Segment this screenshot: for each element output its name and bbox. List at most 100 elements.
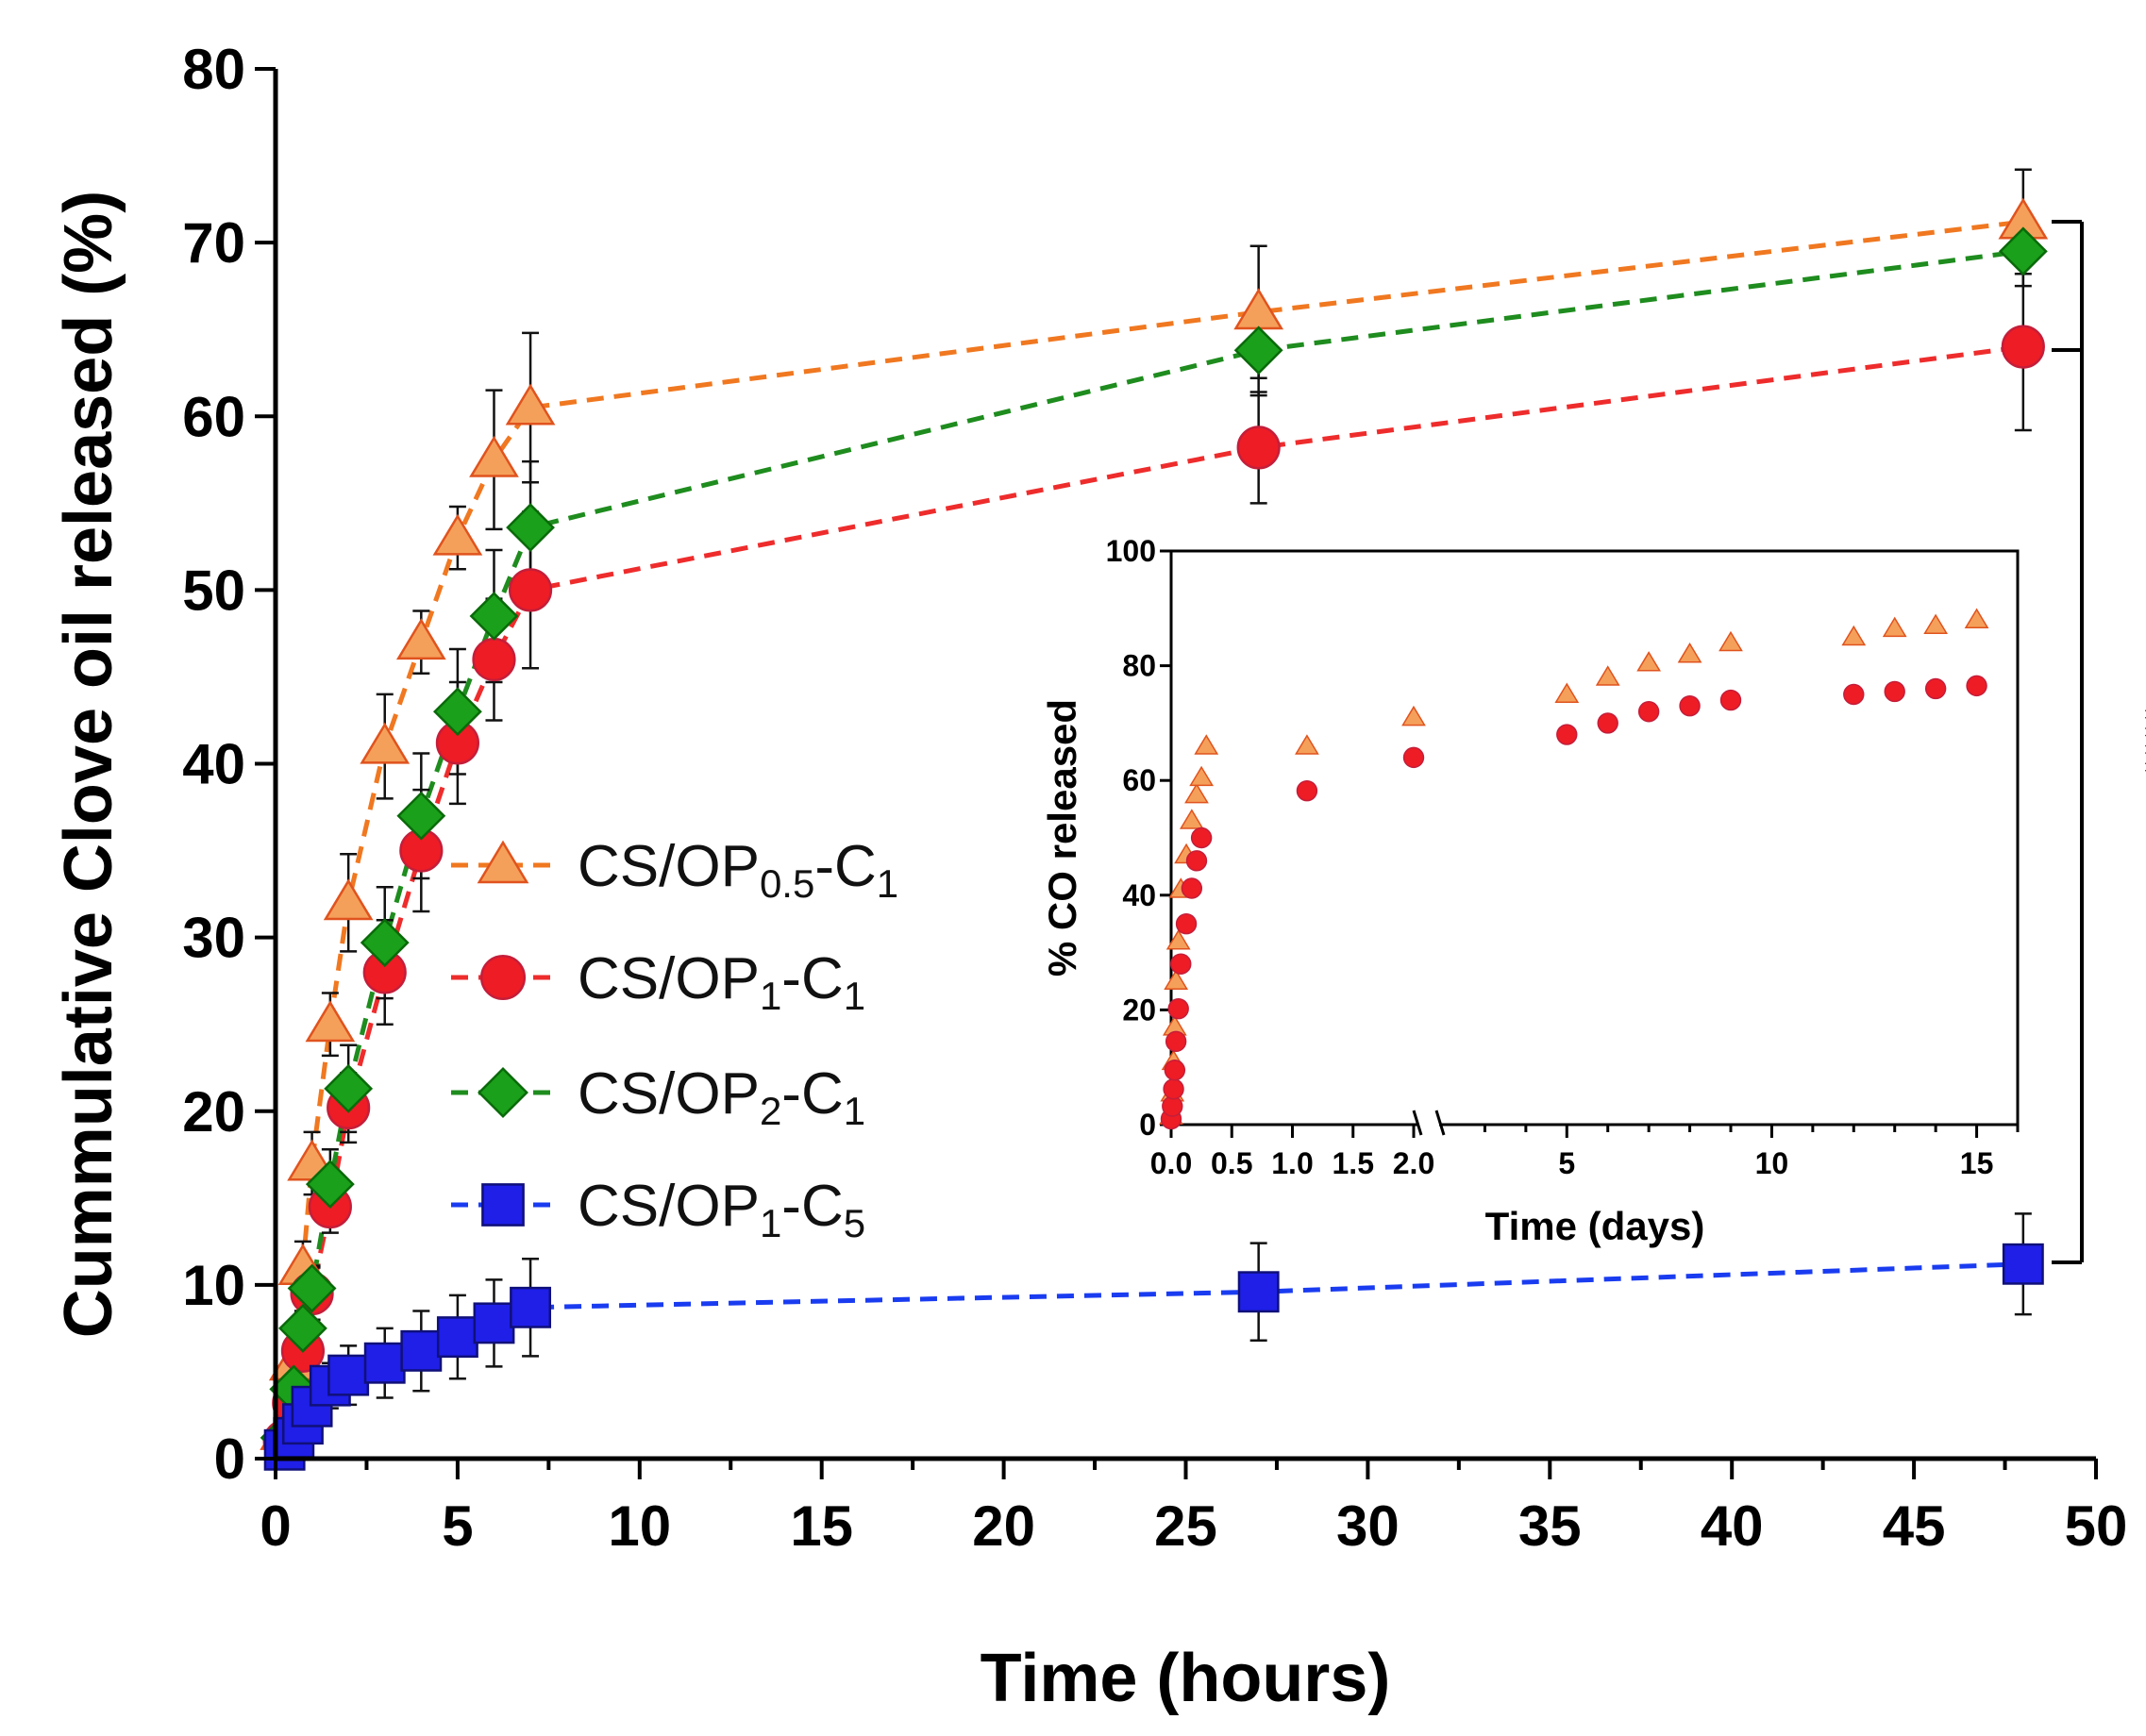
- inset-data-point-circle: [1843, 683, 1865, 706]
- legend-label: CS/OP0.5-C1: [578, 834, 898, 906]
- inset-data-point-circle: [1165, 1030, 1187, 1053]
- significance-bracket: ****: [2052, 220, 2146, 1264]
- inset-data-point-circle: [1181, 877, 1203, 899]
- data-point-diamond: [1233, 326, 1283, 376]
- data-point-square: [473, 1302, 515, 1344]
- main-x-tick-label: 20: [972, 1494, 1035, 1558]
- main-y-tick-label: 70: [182, 211, 245, 275]
- main-y-tick-label: 60: [182, 385, 245, 448]
- data-point-diamond: [287, 1263, 337, 1313]
- data-point-circle: [1236, 426, 1281, 470]
- inset-data-point-triangle: [1718, 630, 1743, 652]
- data-point-circle: [472, 637, 516, 682]
- data-point-square: [327, 1354, 370, 1396]
- data-point-square: [1237, 1271, 1280, 1313]
- inset-frame: [1169, 549, 2020, 1127]
- inset-data-point-circle: [1167, 997, 1189, 1020]
- significance-label: ****: [2121, 706, 2146, 776]
- inset-data-point-circle: [1185, 850, 1208, 872]
- main-y-tick-label: 50: [182, 559, 245, 622]
- main-x-tick-label: 15: [790, 1494, 853, 1558]
- inset-data-point-circle: [1637, 701, 1660, 723]
- data-point-square: [363, 1342, 406, 1384]
- inset-y-ticks: 0 20 40 60 80 100: [1106, 534, 1171, 1142]
- data-point-diamond: [432, 687, 482, 737]
- data-point-triangle: [505, 383, 556, 426]
- main-x-tick-label: 10: [608, 1494, 671, 1558]
- legend-marker-diamond: [478, 1067, 528, 1118]
- main-y-tick-label: 10: [182, 1254, 245, 1317]
- inset-x-axis-title: Time (days): [1485, 1204, 1705, 1248]
- inset-y-tick-label: 0: [1139, 1108, 1156, 1142]
- inset-x-tick-label: 1.0: [1271, 1146, 1313, 1180]
- inset-data-point-triangle: [1964, 608, 1989, 628]
- data-point-circle: [508, 568, 553, 612]
- main-x-tick-label: 45: [1883, 1494, 1946, 1558]
- inset-y-axis-title: % CO released: [1040, 699, 1084, 976]
- data-point-triangle: [323, 878, 374, 921]
- inset-y-tick-label: 100: [1106, 534, 1156, 568]
- inset-axis-break-gap: [1418, 1113, 1439, 1136]
- inset-data-point-triangle: [1401, 705, 1426, 726]
- main-x-tick-label: 40: [1701, 1494, 1764, 1558]
- data-point-triangle: [305, 1000, 356, 1043]
- inset-data-point-triangle: [1636, 651, 1662, 672]
- inset-x-tick-label: 1.5: [1333, 1146, 1374, 1180]
- inset-axis-break-right: [1434, 1110, 1446, 1136]
- inset-x-tick-label: 5: [1558, 1146, 1575, 1180]
- main-y-tick-label: 0: [214, 1427, 245, 1491]
- legend-label: CS/OP1-C5: [578, 1174, 865, 1245]
- main-x-tick-label: 5: [442, 1494, 473, 1558]
- main-y-tick-label: 20: [182, 1080, 245, 1143]
- inset-y-tick-label: 40: [1122, 878, 1156, 912]
- inset-x-tick-label: 15: [1960, 1146, 1994, 1180]
- inset-y-tick-label: 20: [1122, 993, 1156, 1027]
- inset-x-tick-label: 2.0: [1393, 1146, 1434, 1180]
- main-x-tick-label: 30: [1336, 1494, 1400, 1558]
- main-x-ticks: 0 5 10 15 20 25 30 35 40 45 50: [260, 1459, 2127, 1558]
- data-point-diamond: [360, 918, 410, 968]
- inset-data-point-circle: [1556, 724, 1578, 745]
- inset-x-tick-label: 0.5: [1211, 1146, 1252, 1180]
- main-x-tick-label: 50: [2065, 1494, 2128, 1558]
- data-point-square: [2002, 1243, 2044, 1285]
- inset-data-point-triangle: [1179, 809, 1204, 829]
- inset-data-point-circle: [1924, 677, 1947, 700]
- data-point-diamond: [305, 1160, 355, 1210]
- main-series-markers: [260, 197, 2049, 1471]
- legend: CS/OP0.5-C1 CS/OP1-C1 CS/OP2-C1 CS/OP1-C5: [451, 834, 898, 1245]
- inset-axis-break-left: [1412, 1110, 1423, 1136]
- inset-data-point-triangle: [1194, 734, 1219, 755]
- inset-data-point-triangle: [1554, 682, 1580, 703]
- data-point-circle: [2001, 325, 2045, 369]
- data-point-diamond: [469, 592, 519, 641]
- main-y-tick-label: 40: [182, 733, 245, 796]
- data-point-triangle: [469, 435, 519, 477]
- data-point-triangle: [432, 513, 483, 556]
- inset-y-tick-label: 60: [1122, 763, 1156, 797]
- data-point-triangle: [395, 618, 446, 660]
- inset-data-point-triangle: [1164, 969, 1189, 990]
- inset-x-tick-label: 0.0: [1150, 1146, 1192, 1180]
- inset-data-point-triangle: [1295, 734, 1319, 755]
- inset-data-point-triangle: [1923, 613, 1949, 635]
- inset-data-point-circle: [1163, 1078, 1184, 1100]
- inset-data-point-triangle: [1165, 928, 1191, 950]
- legend-marker-triangle: [477, 840, 529, 884]
- inset-data-point-triangle: [1184, 782, 1209, 804]
- inset-y-tick-label: 80: [1122, 649, 1156, 683]
- data-point-triangle: [360, 722, 411, 764]
- main-y-tick-label: 30: [182, 907, 245, 970]
- inset-x-ticks: 0.0 0.5 1.0 1.5 2.0 5 10 15: [1150, 1125, 2020, 1180]
- inset-data-point-triangle: [1677, 642, 1702, 663]
- inset-data-point-circle: [1190, 826, 1213, 849]
- legend-marker-square: [481, 1183, 525, 1227]
- data-point-square: [510, 1286, 552, 1328]
- data-point-diamond: [278, 1303, 327, 1353]
- inset-data-point-circle: [1884, 680, 1905, 703]
- main-x-tick-label: 25: [1154, 1494, 1217, 1558]
- legend-marker-circle: [479, 954, 527, 1001]
- data-point-diamond: [1998, 226, 2048, 276]
- main-x-axis-title: Time (hours): [981, 1641, 1391, 1716]
